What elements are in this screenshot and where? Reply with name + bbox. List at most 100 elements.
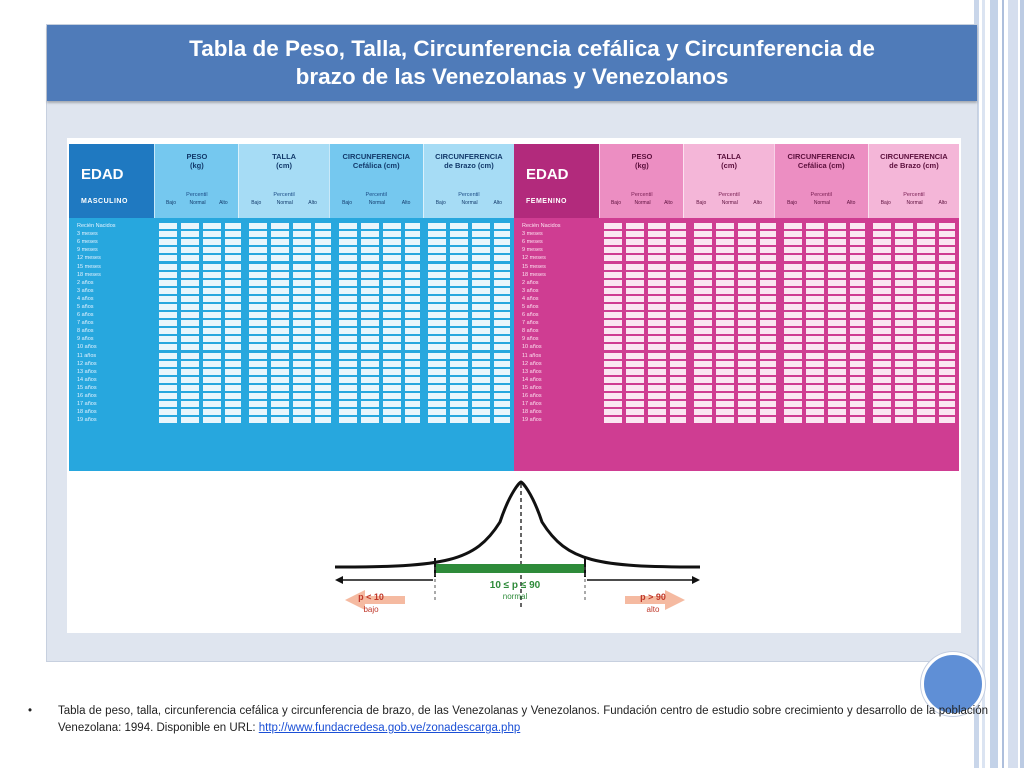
table-row: 13 años (69, 368, 514, 376)
table-row: 6 meses (69, 238, 514, 246)
value-cell (783, 223, 866, 230)
value-cell (783, 271, 866, 278)
value-cell (873, 295, 955, 302)
table-row: 5 años (69, 303, 514, 311)
age-label: 12 años (77, 360, 97, 367)
age-label: 18 meses (522, 271, 546, 278)
value-cell (428, 401, 510, 408)
value-cell (693, 384, 776, 391)
citation-body: Tabla de peso, talla, circunferencia cef… (58, 705, 988, 734)
value-cell (159, 352, 241, 359)
value-cell (159, 393, 241, 400)
table-row: 9 años (514, 335, 959, 343)
high-word: alto (647, 605, 660, 614)
age-label: 11 años (77, 352, 97, 359)
value-cell (873, 376, 955, 383)
value-cell (248, 320, 331, 327)
value-cell (693, 320, 776, 327)
value-cell (693, 401, 776, 408)
value-cell (604, 271, 686, 278)
value-cell (693, 223, 776, 230)
value-cell (338, 352, 421, 359)
low-label: p < 10 (358, 592, 384, 602)
value-cell (428, 328, 510, 335)
age-label: 15 años (522, 384, 542, 391)
value-cell (783, 401, 866, 408)
value-cell (248, 401, 331, 408)
value-cell (338, 401, 421, 408)
value-cell (873, 393, 955, 400)
edad-header-female: EDAD FEMENINO (514, 144, 600, 218)
bell-curve (334, 480, 701, 569)
normal-distribution-diagram: 10 ≤ p ≤ 90 normal p < 10 bajo p > 90 al… (325, 472, 705, 632)
value-cell (248, 376, 331, 383)
value-cell (248, 279, 331, 286)
brazo-header-male: CIRCUNFERENCIA de Brazo (cm) Percentil B… (422, 144, 515, 218)
value-cell (338, 368, 421, 375)
value-cell (693, 393, 776, 400)
value-cell (428, 352, 510, 359)
value-cell (338, 312, 421, 319)
age-label: 3 años (522, 287, 539, 294)
table-row: 18 meses (514, 271, 959, 279)
value-cell (873, 417, 955, 424)
age-label: 9 años (77, 336, 94, 343)
age-label: Recién Nacidos (77, 223, 116, 230)
value-cell (693, 312, 776, 319)
value-cell (159, 231, 241, 238)
peso-header-male: PESO (kg) Percentil Bajo Normal Alto (154, 144, 239, 218)
value-cell (693, 352, 776, 359)
value-cell (159, 255, 241, 262)
value-cell (159, 303, 241, 310)
table-row: 19 años (69, 416, 514, 424)
table-row: 7 años (69, 319, 514, 327)
age-label: 14 años (77, 376, 97, 383)
value-cell (428, 247, 510, 254)
table-row: 8 años (69, 327, 514, 335)
table-row: 12 años (514, 360, 959, 368)
low-arrow (345, 590, 405, 610)
value-cell (604, 239, 686, 246)
value-cell (604, 352, 686, 359)
table-row: 3 años (514, 287, 959, 295)
table-row: 18 años (514, 408, 959, 416)
slide-title-line-2: brazo de las Venezolanas y Venezolanos (295, 64, 729, 89)
table-row: Recién Nacidos (69, 222, 514, 230)
table-row: 6 años (514, 311, 959, 319)
growth-table-image: EDAD MASCULINO PESO (kg) Percentil Bajo N… (67, 138, 961, 633)
value-cell (428, 279, 510, 286)
table-row: 18 meses (69, 271, 514, 279)
table-row: 5 años (514, 303, 959, 311)
value-cell (693, 376, 776, 383)
value-cell (693, 344, 776, 351)
age-label: 12 meses (522, 255, 546, 262)
value-cell (159, 368, 241, 375)
value-cell (783, 336, 866, 343)
source-link[interactable]: http://www.fundacredesa.gob.ve/zonadesca… (258, 722, 521, 734)
age-label: 15 meses (77, 263, 101, 270)
value-cell (338, 376, 421, 383)
table-row: 10 años (69, 343, 514, 351)
citation-bullet: • Tabla de peso, talla, circunferencia c… (28, 703, 988, 737)
table-row: 15 meses (69, 262, 514, 270)
value-cell (604, 263, 686, 270)
age-label: 11 años (522, 352, 542, 359)
cefalica-header-female: CIRCUNFERENCIA Cefálica (cm) Percentil B… (773, 144, 868, 218)
value-cell (159, 312, 241, 319)
value-cell (159, 417, 241, 424)
value-cell (693, 303, 776, 310)
value-cell (604, 376, 686, 383)
age-label: 10 años (77, 344, 97, 351)
table-row: 15 años (69, 384, 514, 392)
table-row: 12 meses (69, 254, 514, 262)
age-label: 6 meses (77, 239, 98, 246)
value-cell (338, 279, 421, 286)
age-label: 4 años (522, 295, 539, 302)
value-cell (783, 255, 866, 262)
value-cell (873, 271, 955, 278)
value-cell (338, 320, 421, 327)
value-cell (428, 384, 510, 391)
table-row: 17 años (69, 400, 514, 408)
value-cell (338, 344, 421, 351)
value-cell (604, 247, 686, 254)
